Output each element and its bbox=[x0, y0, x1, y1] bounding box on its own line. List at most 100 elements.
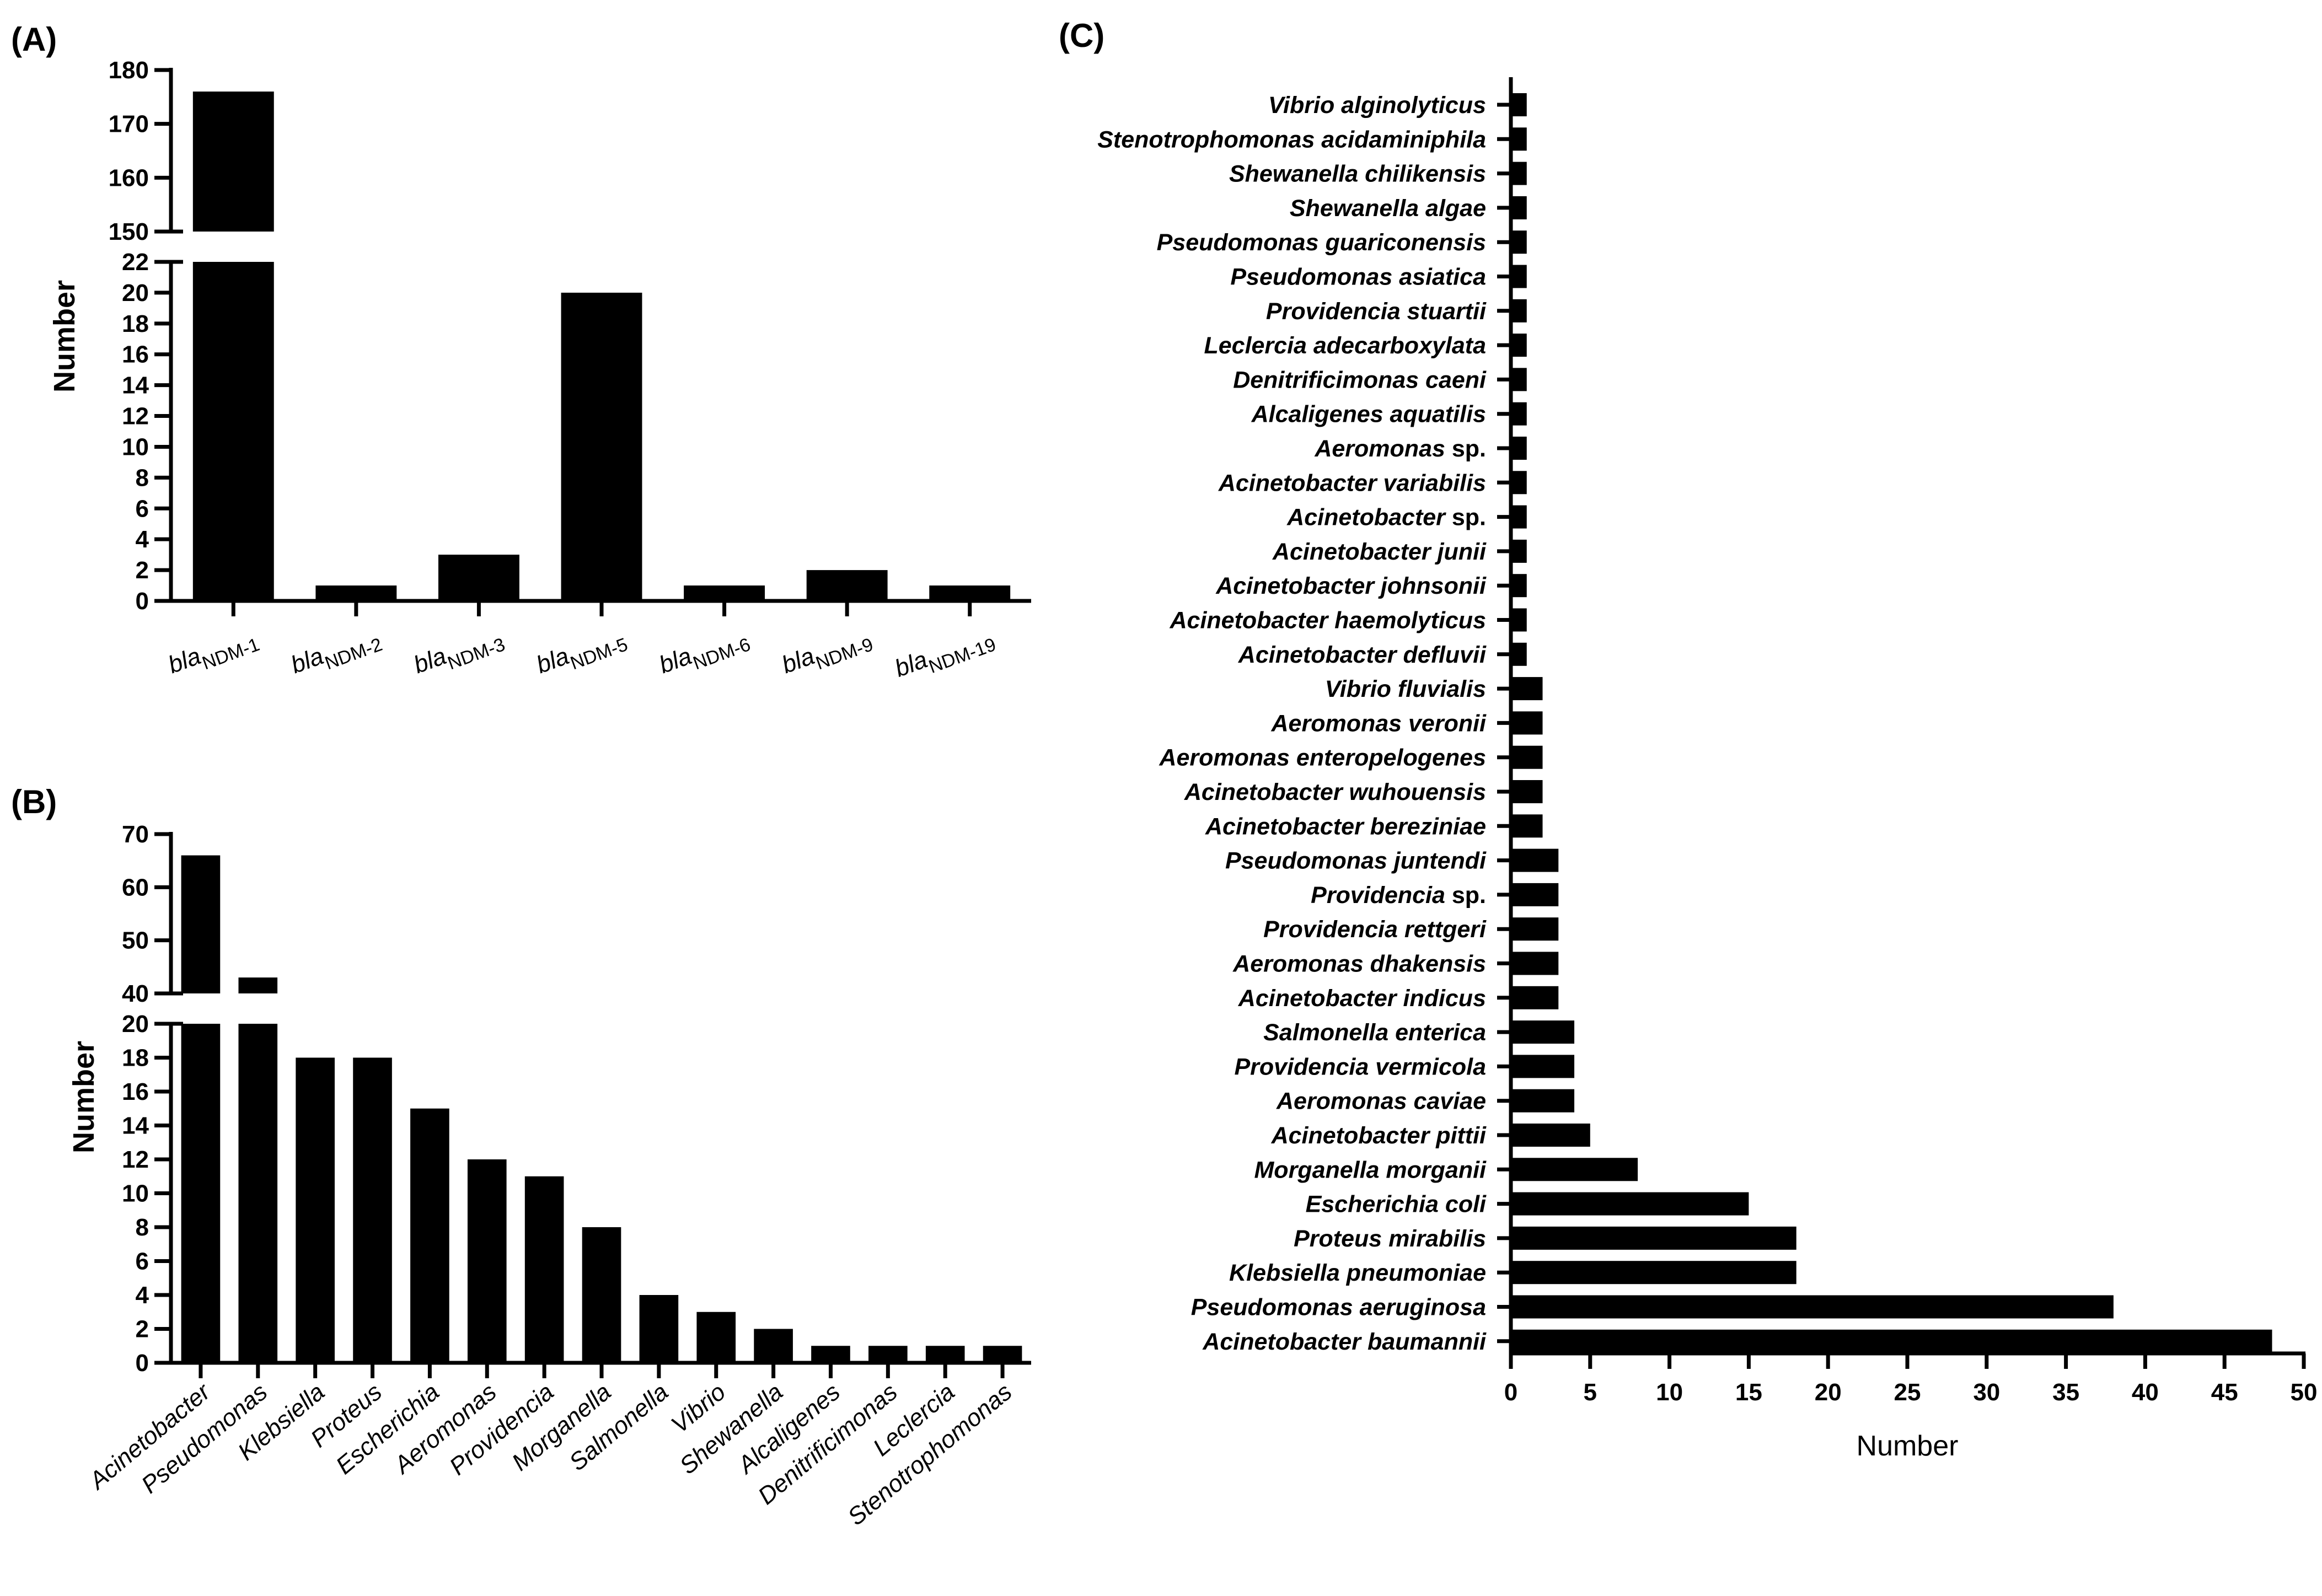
species-name: Stenotrophomonas acidaminiphila bbox=[1097, 126, 1486, 153]
y-category-label: Acinetobacter johnsonii bbox=[1215, 573, 1487, 599]
y-tick-label: 0 bbox=[136, 1350, 149, 1377]
y-tick-label: 40 bbox=[122, 980, 149, 1007]
species-name: Vibrio alginolyticus bbox=[1268, 92, 1486, 119]
bar-lower-segment bbox=[192, 262, 274, 601]
bar bbox=[1511, 848, 1559, 872]
y-category-label: Aeromonas caviae bbox=[1276, 1088, 1486, 1115]
bar bbox=[1511, 745, 1543, 769]
bar bbox=[561, 292, 642, 601]
y-category-label: Acinetobacter pittii bbox=[1271, 1122, 1487, 1149]
y-tick-label: 20 bbox=[122, 280, 149, 307]
y-category-label: Vibrio alginolyticus bbox=[1268, 92, 1486, 119]
species-name: Leclercia adecarboxylata bbox=[1204, 332, 1486, 359]
y-tick-label: 4 bbox=[136, 1282, 149, 1309]
species-suffix: sp. bbox=[1445, 882, 1486, 909]
y-tick-label: 8 bbox=[136, 1214, 149, 1241]
y-tick-label: 8 bbox=[136, 464, 149, 491]
x-tick-label: 15 bbox=[1735, 1379, 1762, 1406]
y-category-label: Pseudomonas guariconensis bbox=[1157, 229, 1486, 256]
bar bbox=[467, 1159, 507, 1363]
species-name: Acinetobacter junii bbox=[1272, 539, 1487, 565]
bar bbox=[1511, 505, 1527, 529]
y-category-label: Providencia vermicola bbox=[1235, 1054, 1487, 1080]
species-name: Pseudomonas juntendi bbox=[1225, 848, 1487, 874]
y-category-label: Escherichia coli bbox=[1306, 1191, 1487, 1218]
species-name: Acinetobacter variabilis bbox=[1218, 470, 1486, 496]
species-name: Shewanella chilikensis bbox=[1229, 161, 1486, 187]
bar bbox=[754, 1329, 793, 1363]
bar bbox=[1511, 917, 1559, 941]
bar-upper-segment bbox=[192, 92, 274, 232]
bar bbox=[582, 1227, 621, 1363]
bar bbox=[1511, 471, 1527, 495]
bar bbox=[524, 1176, 564, 1363]
species-name: Acinetobacter pittii bbox=[1271, 1122, 1487, 1149]
species-name: Aeromonas enteropelogenes bbox=[1159, 745, 1486, 771]
bar bbox=[639, 1295, 679, 1363]
x-tick-label: 20 bbox=[1815, 1379, 1842, 1406]
x-tick-label: 35 bbox=[2052, 1379, 2079, 1406]
bar bbox=[315, 585, 397, 601]
y-category-label: Salmonella enterica bbox=[1263, 1019, 1486, 1046]
panel-label: (B) bbox=[11, 783, 57, 820]
y-tick-label: 16 bbox=[122, 1078, 149, 1105]
y-tick-label: 12 bbox=[122, 403, 149, 430]
species-name: Pseudomonas aeruginosa bbox=[1191, 1294, 1486, 1321]
species-name: Acinetobacter indicus bbox=[1238, 985, 1486, 1012]
y-tick-label: 18 bbox=[122, 310, 149, 337]
species-suffix: sp. bbox=[1445, 504, 1486, 531]
bar bbox=[1511, 642, 1527, 666]
species-name: Vibrio fluvialis bbox=[1325, 676, 1486, 702]
bar-upper-segment bbox=[238, 977, 278, 993]
bar bbox=[1511, 402, 1527, 426]
y-tick-label: 2 bbox=[136, 557, 149, 584]
y-tick-label: 150 bbox=[109, 218, 149, 245]
y-category-label: Vibrio fluvialis bbox=[1325, 676, 1486, 702]
x-tick-label: 0 bbox=[1504, 1379, 1517, 1406]
y-category-label: Acinetobacter bereziniae bbox=[1205, 813, 1486, 840]
y-category-label: Aeromonas sp. bbox=[1314, 436, 1486, 462]
y-tick-label: 6 bbox=[136, 495, 149, 522]
bar bbox=[1511, 1261, 1797, 1285]
bar bbox=[696, 1312, 736, 1363]
y-tick-label: 10 bbox=[122, 433, 149, 460]
bar bbox=[1511, 368, 1527, 391]
species-name: Aeromonas bbox=[1314, 436, 1445, 462]
bar bbox=[811, 1346, 850, 1363]
bar-lower-segment bbox=[181, 1024, 221, 1363]
species-suffix: sp. bbox=[1445, 436, 1486, 462]
y-category-label: Acinetobacter junii bbox=[1272, 539, 1487, 565]
y-category-label: Pseudomonas juntendi bbox=[1225, 848, 1487, 874]
x-tick-label: 45 bbox=[2211, 1379, 2238, 1406]
bar bbox=[1511, 196, 1527, 219]
y-tick-label: 6 bbox=[136, 1248, 149, 1275]
y-category-label: Aeromonas veronii bbox=[1271, 710, 1487, 737]
y-category-label: Aeromonas dhakensis bbox=[1232, 951, 1486, 977]
species-name: Salmonella enterica bbox=[1263, 1019, 1486, 1046]
bar bbox=[1511, 539, 1527, 563]
bar bbox=[925, 1346, 965, 1363]
y-category-label: Acinetobacter wuhouensis bbox=[1184, 779, 1486, 805]
bar bbox=[1511, 677, 1543, 701]
species-name: Providencia rettgeri bbox=[1263, 916, 1487, 943]
species-name: Aeromonas veronii bbox=[1271, 710, 1487, 737]
species-name: Acinetobacter haemolyticus bbox=[1169, 608, 1486, 634]
bar bbox=[1511, 1055, 1575, 1078]
y-tick-label: 160 bbox=[109, 164, 149, 191]
bar-upper-segment bbox=[181, 855, 221, 993]
y-category-label: Pseudomonas aeruginosa bbox=[1191, 1294, 1486, 1321]
bar bbox=[410, 1108, 449, 1363]
species-name: Escherichia coli bbox=[1306, 1191, 1487, 1218]
y-category-label: Alcaligenes aquatilis bbox=[1251, 401, 1486, 428]
y-axis-title: Number bbox=[48, 280, 81, 393]
panel-label: (A) bbox=[11, 21, 57, 58]
bar bbox=[1511, 127, 1527, 151]
y-tick-label: 170 bbox=[109, 111, 149, 138]
species-name: Aeromonas caviae bbox=[1276, 1088, 1486, 1115]
y-category-label: Morganella morganii bbox=[1254, 1157, 1487, 1183]
y-tick-label: 14 bbox=[122, 372, 149, 399]
y-category-label: Acinetobacter sp. bbox=[1286, 504, 1486, 531]
bar bbox=[353, 1057, 392, 1363]
y-category-label: Acinetobacter haemolyticus bbox=[1169, 608, 1486, 634]
